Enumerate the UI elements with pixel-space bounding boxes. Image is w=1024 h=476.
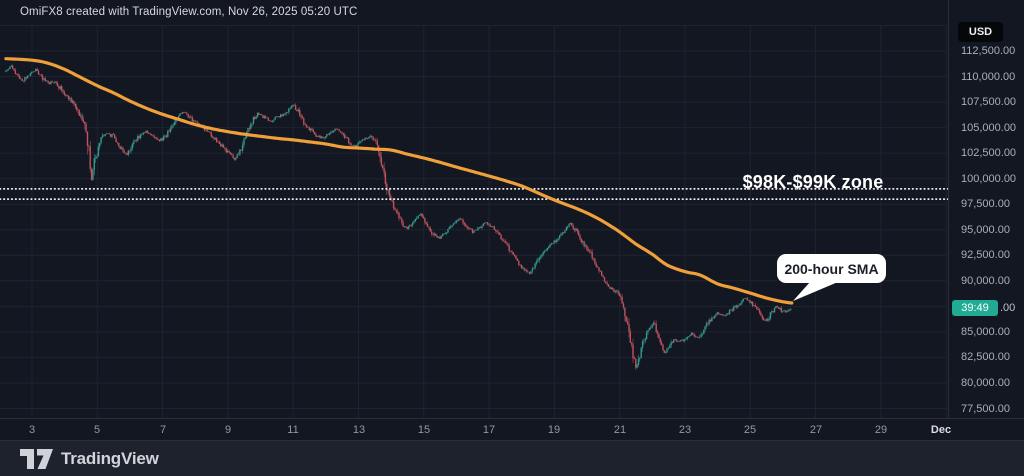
price-tick-label: 97,500.00	[961, 198, 1010, 210]
sma-200h-line	[4, 57, 794, 305]
price-tick-label: 82,500.00	[961, 351, 1010, 363]
countdown-price-badge: 39:49	[952, 300, 998, 316]
time-tick-label: 29	[874, 424, 888, 436]
sma-callout-tail	[793, 282, 838, 301]
price-tick-label: 80,000.00	[961, 377, 1010, 389]
chart-attribution: OmiFX8 created with TradingView.com, Nov…	[20, 6, 358, 18]
sma-callout-label: 200-hour SMA	[784, 260, 879, 277]
time-tick-label: 13	[352, 424, 366, 436]
time-tick-label: 5	[93, 424, 101, 436]
price-axis[interactable]: USD 39:49 .00 112,500.00 110,000.00 107,50…	[948, 0, 1024, 440]
time-tick-label: 25	[743, 424, 757, 436]
price-tick-label: 110,000.00	[961, 71, 1016, 83]
tradingview-logo-icon[interactable]	[20, 448, 53, 469]
brand-wordmark[interactable]: TradingView	[61, 448, 159, 468]
time-tick-label: 19	[547, 424, 561, 436]
time-tick-label: 7	[159, 424, 167, 436]
time-axis[interactable]: 3 5 7 9 11 13 15 17 19 21 23 25 27 29 Dec	[0, 418, 1024, 440]
footer-bar: TradingView	[0, 440, 1024, 476]
price-tick-label: 107,500.00	[961, 96, 1017, 108]
time-tick-label: 9	[224, 424, 232, 436]
price-tick-label: 77,500.00	[961, 403, 1010, 415]
price-tick-label: 102,500.00	[961, 147, 1017, 159]
price-zone-label: $98K-$99K zone	[742, 172, 884, 192]
price-tick-label: 95,000.00	[961, 224, 1010, 236]
currency-button[interactable]: USD	[958, 22, 1003, 42]
time-tick-label: 21	[613, 424, 627, 436]
time-tick-label: 3	[28, 424, 36, 436]
price-tick-label: 100,000.00	[961, 173, 1017, 185]
grid-lines	[0, 25, 947, 418]
time-tick-label: Dec	[930, 424, 952, 436]
price-tick-label: 112,500.00	[961, 45, 1016, 57]
time-tick-label: 17	[482, 424, 496, 436]
price-tick-label: 90,000.00	[961, 275, 1010, 287]
price-tick-label: 92,500.00	[961, 249, 1010, 261]
chart-canvas[interactable]	[0, 0, 948, 418]
time-tick-label: 15	[417, 424, 431, 436]
time-tick-label: 11	[287, 424, 299, 436]
up-candle-bodies	[5, 65, 792, 368]
time-tick-label: 23	[678, 424, 692, 436]
price-tick-label: 85,000.00	[961, 326, 1010, 338]
down-candle-bodies	[12, 65, 787, 368]
time-tick-label: 27	[809, 424, 823, 436]
price-tick-label: 105,000.00	[961, 122, 1017, 134]
sma-callout-bubble: 200-hour SMA	[777, 254, 886, 283]
last-price-label: .00	[1000, 302, 1016, 314]
